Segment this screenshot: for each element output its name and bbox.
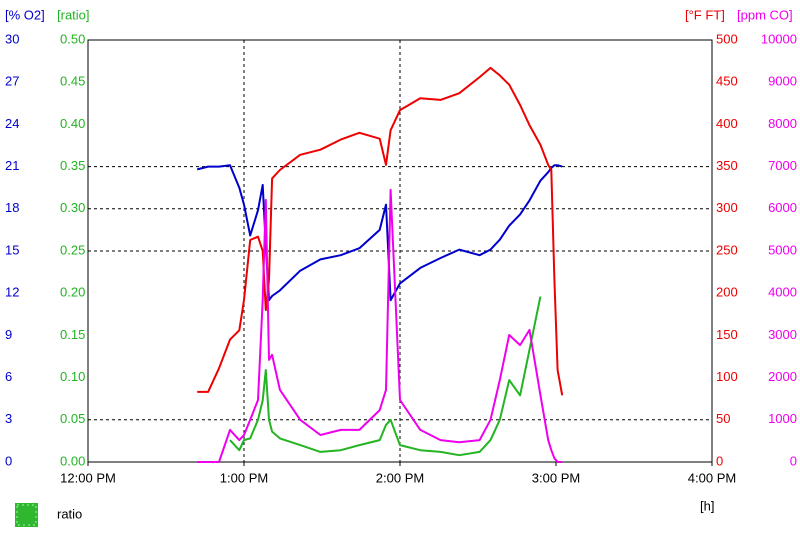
- y-tick-label: 9000: [768, 74, 797, 89]
- y-tick-label: 18: [5, 200, 19, 215]
- y-tick-label: 500: [716, 31, 738, 46]
- y-tick-label: 100: [716, 369, 738, 384]
- y-tick-label: 300: [716, 200, 738, 215]
- y-tick-label: 50: [716, 411, 730, 426]
- y-tick-label: 400: [716, 116, 738, 131]
- y-tick-label: 7000: [768, 158, 797, 173]
- y-tick-label: 6: [5, 369, 12, 384]
- y-tick-label: 350: [716, 158, 738, 173]
- y-tick-label: 12: [5, 285, 19, 300]
- y-axis-label: [ratio]: [57, 7, 90, 22]
- y-tick-label: 0.05: [60, 411, 85, 426]
- y-tick-label: 450: [716, 74, 738, 89]
- x-tick-label: 12:00 PM: [60, 470, 116, 485]
- y-tick-label: 0.25: [60, 242, 85, 257]
- series-line: [196, 164, 563, 302]
- y-tick-label: 21: [5, 158, 19, 173]
- y-tick-label: 0.40: [60, 116, 85, 131]
- y-tick-label: 15: [5, 242, 19, 257]
- y-tick-label: 150: [716, 327, 738, 342]
- y-tick-label: 3: [5, 411, 12, 426]
- series-line: [197, 188, 563, 463]
- y-tick-label: 2000: [768, 369, 797, 384]
- y-tick-label: 0.15: [60, 327, 85, 342]
- y-tick-label: 0: [5, 453, 12, 468]
- y-tick-label: 5000: [768, 242, 797, 257]
- y-tick-label: 200: [716, 285, 738, 300]
- y-tick-label: 4000: [768, 285, 797, 300]
- y-tick-label: 250: [716, 242, 738, 257]
- y-tick-label: 30: [5, 31, 19, 46]
- y-tick-label: 0.30: [60, 200, 85, 215]
- y-tick-label: 6000: [768, 200, 797, 215]
- y-tick-label: 0: [716, 453, 723, 468]
- y-tick-label: 0.35: [60, 158, 85, 173]
- y-tick-label: 3000: [768, 327, 797, 342]
- legend-swatch: [15, 503, 38, 527]
- y-tick-label: 9: [5, 327, 12, 342]
- y-axis-label: [ppm CO]: [737, 7, 793, 22]
- y-tick-label: 1000: [768, 411, 797, 426]
- y-axis-label: [% O2]: [5, 7, 45, 22]
- y-tick-label: 0.45: [60, 74, 85, 89]
- x-tick-label: 4:00 PM: [688, 470, 736, 485]
- legend-label: ratio: [57, 506, 82, 521]
- y-tick-label: 10000: [761, 31, 797, 46]
- legend-icon: [15, 503, 38, 527]
- y-tick-label: 27: [5, 74, 19, 89]
- y-tick-label: 0.10: [60, 369, 85, 384]
- y-axis-label: [°F FT]: [685, 7, 725, 22]
- y-tick-label: 24: [5, 116, 19, 131]
- x-tick-label: 1:00 PM: [220, 470, 268, 485]
- y-tick-label: 0: [790, 453, 797, 468]
- x-axis-label: [h]: [700, 498, 714, 513]
- y-tick-label: 8000: [768, 116, 797, 131]
- y-tick-label: 0.20: [60, 285, 85, 300]
- y-tick-label: 0.00: [60, 453, 85, 468]
- series-line: [229, 296, 542, 457]
- x-tick-label: 2:00 PM: [376, 470, 424, 485]
- x-tick-label: 3:00 PM: [532, 470, 580, 485]
- y-tick-label: 0.50: [60, 31, 85, 46]
- series-line: [197, 66, 564, 396]
